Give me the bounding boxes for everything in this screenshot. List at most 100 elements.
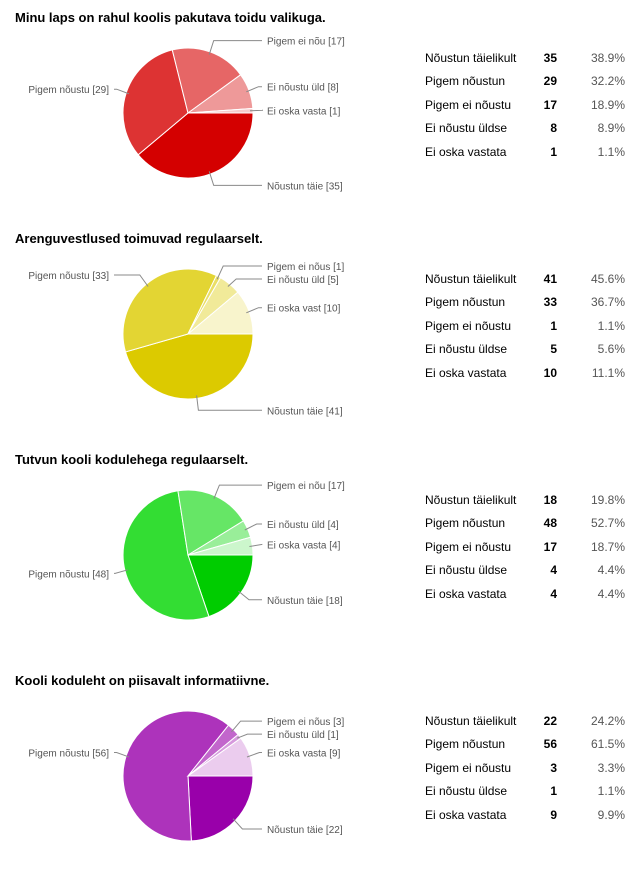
- response-percent: 9.9%: [597, 807, 625, 822]
- slice-label: Pigem ei nõus [3]: [267, 717, 344, 728]
- pie-chart: Nõustun täie [18] Pigem nõustu [48] Pigem …: [28, 481, 345, 621]
- question-title: Arenguvestlused toimuvad regulaarselt.: [15, 231, 263, 246]
- response-percent: 38.9%: [590, 50, 625, 65]
- results-table: Nõustun täielikult 22 24.2% Pigem nõustu…: [425, 709, 625, 827]
- slice-label: Ei oska vasta [1]: [267, 106, 341, 117]
- slice-label: Pigem nõustu [29]: [28, 85, 109, 96]
- leader-line: [238, 590, 262, 601]
- table-row: Pigem nõustun 56 61.5%: [425, 733, 625, 757]
- table-row: Pigem ei nõustu 1 1.1%: [425, 314, 625, 338]
- response-percent: 61.5%: [590, 737, 625, 752]
- response-count: 4: [550, 563, 557, 578]
- slice-label: Nõustun täie [41]: [267, 406, 343, 417]
- response-count: 17: [543, 97, 557, 112]
- slice-label: Pigem nõustu [56]: [28, 749, 109, 760]
- table-row: Ei oska vastata 10 11.1%: [425, 361, 625, 385]
- slice-label: Nõustun täie [18]: [267, 596, 343, 607]
- response-count: 3: [550, 760, 557, 775]
- response-count: 18: [543, 492, 557, 507]
- slice-label: Pigem nõustu [48]: [28, 569, 109, 580]
- question-2: Arenguvestlused toimuvad regulaarselt. N…: [0, 231, 637, 446]
- response-percent: 24.2%: [590, 713, 625, 728]
- response-percent: 11.1%: [591, 365, 625, 380]
- question-1: Minu laps on rahul koolis pakutava toidu…: [0, 10, 637, 225]
- response-count: 22: [543, 713, 557, 728]
- category-label: Pigem nõustun: [425, 74, 506, 89]
- category-label: Ei nõustu üldse: [425, 121, 508, 136]
- category-label: Ei oska vastata: [425, 365, 507, 380]
- question-title: Kooli koduleht on piisavalt informatiivn…: [15, 673, 270, 688]
- table-row: Ei nõustu üldse 5 5.6%: [425, 338, 625, 362]
- results-table: Nõustun täielikult 35 38.9% Pigem nõustu…: [425, 46, 625, 164]
- category-label: Pigem ei nõustu: [425, 760, 512, 775]
- table-row: Nõustun täielikult 22 24.2%: [425, 709, 625, 733]
- leader-line: [213, 484, 262, 499]
- category-label: Pigem ei nõustu: [425, 318, 512, 333]
- response-count: 9: [550, 807, 557, 822]
- category-label: Pigem nõustun: [425, 737, 506, 752]
- leader-line: [114, 274, 149, 287]
- slice-label: Ei oska vasta [9]: [267, 749, 341, 760]
- leader-line: [244, 523, 262, 531]
- table-row: Pigem ei nõustu 3 3.3%: [425, 756, 625, 780]
- category-label: Ei nõustu üldse: [425, 563, 508, 578]
- table-row: Ei oska vastata 1 1.1%: [425, 140, 625, 164]
- response-percent: 52.7%: [590, 516, 625, 531]
- table-row: Nõustun täielikult 18 19.8%: [425, 488, 625, 512]
- response-count: 1: [550, 318, 557, 333]
- table-row: Ei nõustu üldse 1 1.1%: [425, 780, 625, 804]
- leader-line: [208, 40, 262, 55]
- response-count: 5: [550, 342, 557, 357]
- response-percent: 4.4%: [597, 586, 625, 601]
- response-percent: 1.1%: [597, 784, 625, 799]
- slice-label: Ei oska vasta [4]: [267, 540, 341, 551]
- response-percent: 36.7%: [590, 295, 625, 310]
- leader-line: [246, 752, 262, 758]
- slice-label: Ei oska vast [10]: [267, 304, 341, 315]
- category-label: Ei oska vastata: [425, 807, 507, 822]
- table-row: Pigem ei nõustu 17 18.7%: [425, 535, 625, 559]
- category-label: Pigem nõustun: [425, 295, 506, 310]
- response-percent: 8.9%: [597, 121, 625, 136]
- slice-label: Ei nõustu üld [5]: [267, 275, 339, 286]
- table-row: Pigem nõustun 33 36.7%: [425, 291, 625, 315]
- leader-line: [114, 569, 128, 574]
- table-row: Nõustun täielikult 35 38.9%: [425, 46, 625, 70]
- response-count: 10: [543, 365, 557, 380]
- category-label: Nõustun täielikult: [425, 50, 517, 65]
- response-percent: 1.1%: [597, 144, 625, 159]
- response-count: 29: [543, 74, 557, 89]
- leader-line: [249, 109, 264, 112]
- response-percent: 4.4%: [597, 563, 625, 578]
- category-label: Nõustun täielikult: [425, 713, 517, 728]
- table-row: Pigem nõustun 48 52.7%: [425, 512, 625, 536]
- slice-label: Pigem ei nõu [17]: [267, 481, 345, 492]
- leader-line: [231, 720, 262, 733]
- slice-nõustun-täielikult: [187, 775, 254, 842]
- category-label: Pigem ei nõustu: [425, 539, 512, 554]
- response-percent: 32.2%: [590, 74, 625, 89]
- leader-line: [208, 171, 262, 186]
- response-count: 48: [543, 516, 557, 531]
- table-row: Ei oska vastata 9 9.9%: [425, 803, 625, 827]
- pie-chart: Nõustun täie [22] Pigem nõustu [56] Pigem …: [28, 710, 344, 842]
- response-percent: 18.7%: [590, 539, 625, 554]
- question-title: Tutvun kooli kodulehega regulaarselt.: [15, 452, 249, 467]
- response-count: 1: [550, 784, 557, 799]
- table-row: Ei nõustu üldse 8 8.9%: [425, 117, 625, 141]
- response-percent: 45.6%: [590, 271, 625, 286]
- pie-chart: Nõustun täie [35] Pigem nõustu [29] Pigem …: [28, 37, 345, 193]
- category-label: Nõustun täielikult: [425, 492, 517, 507]
- response-percent: 3.3%: [597, 760, 625, 775]
- response-count: 41: [543, 271, 557, 286]
- response-percent: 19.8%: [590, 492, 625, 507]
- results-table: Nõustun täielikult 18 19.8% Pigem nõustu…: [425, 488, 625, 606]
- leader-line: [232, 818, 262, 830]
- slice-label: Ei nõustu üld [1]: [267, 730, 339, 741]
- slice-label: Nõustun täie [35]: [267, 181, 343, 192]
- table-row: Pigem ei nõustu 17 18.9%: [425, 93, 625, 117]
- category-label: Ei oska vastata: [425, 144, 507, 159]
- results-table: Nõustun täielikult 41 45.6% Pigem nõustu…: [425, 267, 625, 385]
- slice-label: Nõustun täie [22]: [267, 825, 343, 836]
- response-count: 4: [550, 586, 557, 601]
